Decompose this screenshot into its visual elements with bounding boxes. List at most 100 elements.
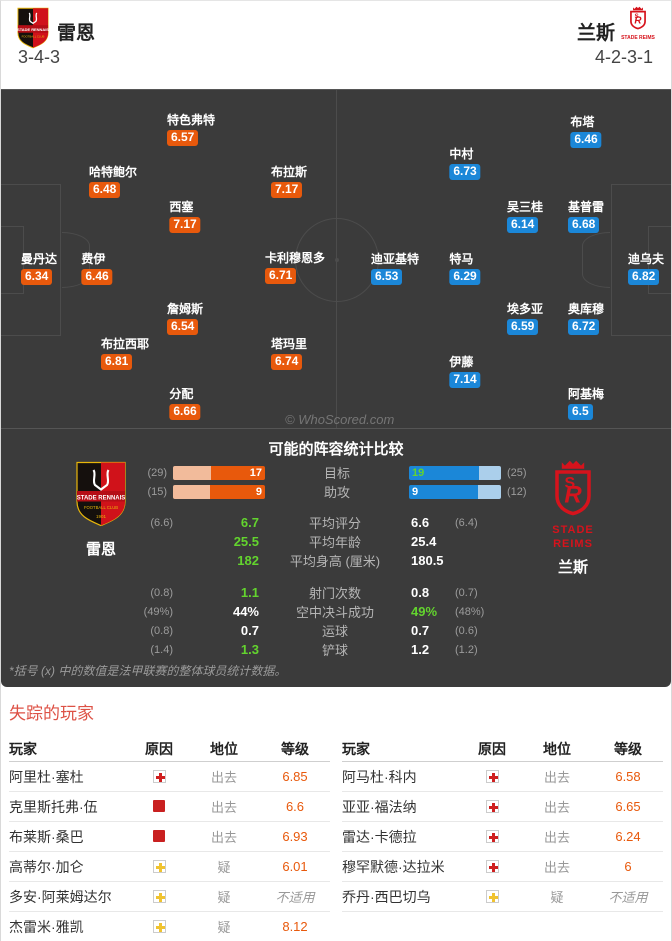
player-name: 分配 [169, 387, 194, 401]
doubtful-icon [152, 859, 166, 873]
away-player[interactable]: 阿基梅 6.5 [567, 387, 605, 420]
away-team-crest-icon[interactable]: R S STADE REIMS [621, 6, 655, 41]
missing-table-header: 玩家 原因 地位 等级 [342, 736, 663, 762]
svg-text:S: S [564, 475, 575, 492]
missing-player-rating: 6.6 [285, 799, 305, 814]
home-stat-value: 1.3 [240, 642, 259, 657]
away-player[interactable]: 特马 6.29 [449, 252, 481, 285]
goal-box-right [648, 226, 671, 294]
away-player[interactable]: 吴三桂 6.14 [506, 200, 544, 233]
home-team-name[interactable]: 雷恩 [57, 23, 96, 44]
missing-player-row: 乔丹·西巴切乌 疑 不适用 [342, 882, 663, 912]
svg-text:R: R [634, 16, 642, 27]
home-stat-value: 182 [237, 553, 259, 568]
player-rating-badge: 6.29 [449, 269, 481, 285]
home-stat-value: 1.1 [240, 585, 259, 600]
away-stat-bar: 19 [409, 465, 501, 480]
home-player[interactable]: 布拉斯 7.17 [270, 165, 307, 198]
svg-text:FOOTBALL CLUB: FOOTBALL CLUB [22, 34, 45, 38]
whoscored-watermark: © WhoScored.com [285, 412, 395, 427]
home-player[interactable]: 分配 6.66 [169, 387, 201, 420]
player-name: 吴三桂 [506, 200, 544, 214]
player-name: 詹姆斯 [166, 302, 204, 316]
missing-player-rating: 6.58 [615, 769, 641, 784]
away-context-value: (12) [507, 485, 527, 498]
missing-player-name[interactable]: 亚亚·福法纳 [342, 798, 417, 815]
missing-player-name[interactable]: 高蒂尔·加仑 [9, 858, 84, 875]
home-club-crest-icon[interactable]: STADE RENNAIS FOOTBALL CLUB 1901 [74, 461, 128, 531]
missing-player-name[interactable]: 克里斯托弗·伍 [9, 798, 98, 815]
home-player[interactable]: 特色弗特 6.57 [166, 113, 216, 146]
home-stat-value: 0.7 [240, 623, 259, 638]
missing-player-row: 杰雷米·雅凯 疑 8.12 [9, 912, 330, 941]
player-name: 塔玛里 [270, 337, 308, 351]
missing-player-name[interactable]: 雷达·卡德拉 [342, 828, 417, 845]
missing-player-name[interactable]: 乔丹·西巴切乌 [342, 888, 431, 905]
missing-player-name[interactable]: 多安·阿莱姆达尔 [9, 888, 112, 905]
away-club-crest-icon[interactable]: R S [549, 460, 597, 521]
missing-player-status: 出去 [543, 800, 570, 815]
away-player[interactable]: 伊藤 7.14 [449, 355, 481, 388]
penalty-arc-right [582, 232, 610, 288]
missing-player-rating: 6 [624, 859, 632, 874]
away-player[interactable]: 迪乌夫 6.82 [627, 252, 664, 285]
away-club-label[interactable]: 兰斯 [557, 559, 588, 576]
home-context-value: (6.6) [150, 516, 173, 529]
missing-player-name[interactable]: 杰雷米·雅凯 [9, 918, 84, 935]
away-player[interactable]: 迪亚基特 6.53 [370, 252, 419, 285]
away-context-value: (25) [507, 466, 527, 479]
away-stat-value: 0.8 [411, 585, 430, 600]
home-stat-value: 44% [232, 604, 259, 619]
player-name: 阿基梅 [567, 387, 605, 401]
home-team-crest-icon[interactable]: STADE RENNAIS FOOTBALL CLUB [17, 7, 49, 54]
home-stat-bar: 9 [173, 484, 265, 499]
doubtful-icon [485, 889, 499, 903]
player-name: 布塔 [570, 115, 595, 129]
missing-player-row: 阿里杜·塞杜 出去 6.85 [9, 762, 330, 792]
home-club-label[interactable]: 雷恩 [85, 541, 116, 558]
missing-players-section: 失踪的玩家 玩家 原因 地位 等级 阿里杜·塞杜 出去 6.85 克里斯托弗·伍 出去 6.6 布莱… [1, 687, 671, 941]
missing-player-name[interactable]: 阿里杜·塞杜 [9, 768, 84, 785]
missing-player-name[interactable]: 穆罕默德·达拉米 [342, 858, 445, 875]
missing-table-header: 玩家 原因 地位 等级 [9, 736, 330, 762]
away-player[interactable]: 基普雷 6.68 [567, 200, 604, 233]
away-player[interactable]: 埃多亚 6.59 [506, 302, 543, 335]
home-player[interactable]: 詹姆斯 6.54 [166, 302, 204, 335]
comparison-stat-row: 25.5 平均年龄 25.4 [137, 532, 537, 551]
player-rating-badge: 6.53 [370, 269, 403, 285]
doubtful-icon [152, 889, 166, 903]
home-player[interactable]: 费伊 6.46 [81, 252, 113, 285]
missing-player-name[interactable]: 布莱斯·桑巴 [9, 828, 84, 845]
center-circle [295, 218, 379, 302]
home-player[interactable]: 哈特鲍尔 6.48 [88, 165, 137, 198]
home-player[interactable]: 曼丹达 6.34 [20, 252, 57, 285]
comparison-bar-row: (29) 17 目标 19 (25) [137, 465, 537, 481]
comparison-stat-row: (1.4) 1.3 铲球 1.2 (1.2) [137, 640, 537, 659]
center-spot [335, 258, 339, 262]
player-name: 奥库穆 [567, 302, 605, 316]
comparison-stat-row: (0.8) 0.7 运球 0.7 (0.6) [137, 621, 537, 640]
home-player[interactable]: 布拉西耶 6.81 [100, 337, 149, 370]
player-rating-badge: 6.54 [166, 319, 199, 335]
home-player[interactable]: 卡利穆恩多 6.71 [264, 251, 325, 284]
missing-player-rating: 不适用 [275, 890, 315, 905]
player-rating-badge: 6.48 [88, 182, 121, 198]
missing-player-name[interactable]: 阿马杜·科内 [342, 768, 417, 785]
player-name: 特色弗特 [166, 113, 216, 127]
away-player[interactable]: 布塔 6.46 [570, 115, 602, 148]
away-stat-value: 49% [411, 604, 438, 619]
player-rating-badge: 6.71 [264, 268, 297, 284]
missing-player-status: 出去 [543, 830, 570, 845]
home-player[interactable]: 西塞 7.17 [169, 200, 201, 233]
home-player[interactable]: 塔玛里 6.74 [270, 337, 308, 370]
pitch: 曼丹达 6.34 哈特鲍尔 6.48 费伊 6.46 布拉西耶 6.81 特色弗特 6.57 西塞 7… [1, 89, 671, 429]
player-rating-badge: 6.46 [81, 269, 113, 285]
injury-icon [152, 769, 166, 783]
away-team-name[interactable]: 兰斯 [576, 23, 615, 44]
away-player[interactable]: 中村 6.73 [449, 147, 481, 180]
comparison-stat-row: (6.6) 6.7 平均评分 6.6 (6.4) [137, 513, 537, 532]
missing-player-status: 出去 [543, 770, 570, 785]
away-player[interactable]: 奥库穆 6.72 [567, 302, 605, 335]
away-context-value: (6.4) [455, 516, 478, 529]
missing-player-rating: 不适用 [608, 890, 648, 905]
